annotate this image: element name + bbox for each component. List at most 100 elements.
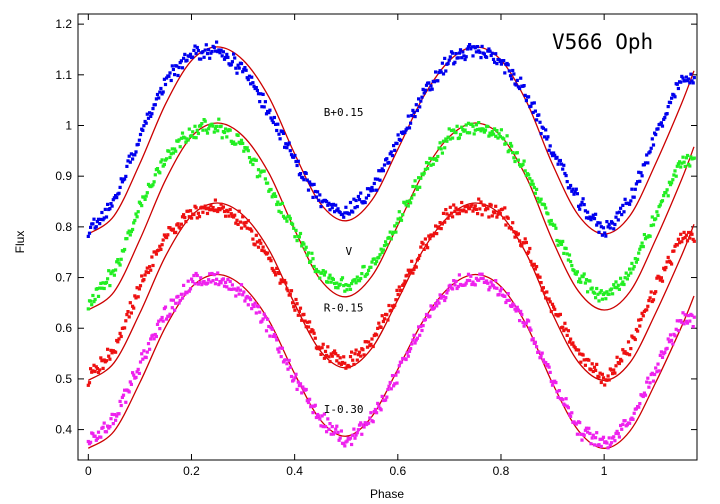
data-point <box>306 400 311 405</box>
data-point <box>326 345 330 349</box>
data-point <box>114 418 118 422</box>
data-point <box>93 297 97 302</box>
data-point <box>276 200 280 204</box>
data-point <box>583 281 587 285</box>
data-point <box>478 272 482 276</box>
data-point <box>149 268 153 272</box>
data-point <box>348 436 353 440</box>
data-point <box>173 147 177 151</box>
data-point <box>504 141 508 145</box>
data-point <box>417 325 421 329</box>
data-point <box>554 226 558 230</box>
data-point <box>659 276 663 280</box>
data-point <box>595 286 599 291</box>
data-point <box>590 436 594 440</box>
data-point <box>462 54 466 58</box>
data-point <box>473 128 477 132</box>
data-point <box>600 297 604 301</box>
data-point <box>334 203 338 207</box>
data-point <box>456 56 460 60</box>
data-point <box>192 48 196 52</box>
data-point <box>205 281 210 285</box>
data-point <box>691 325 695 329</box>
data-point <box>388 380 392 385</box>
data-point <box>603 383 607 387</box>
data-point <box>133 153 137 157</box>
data-point <box>564 174 568 178</box>
data-point <box>236 222 240 226</box>
data-point <box>628 421 632 425</box>
data-point <box>227 214 231 218</box>
data-point <box>247 296 252 300</box>
data-point <box>523 237 527 241</box>
data-point <box>376 401 380 405</box>
data-point <box>170 64 174 68</box>
data-point <box>106 202 110 206</box>
data-point <box>284 142 288 146</box>
data-point <box>487 215 491 219</box>
data-point <box>683 313 687 317</box>
data-point <box>262 249 266 253</box>
data-point <box>141 128 145 132</box>
data-point <box>254 311 258 315</box>
x-tick-label: 0 <box>85 464 92 478</box>
data-point <box>168 155 172 160</box>
data-point <box>210 50 214 54</box>
data-point <box>532 262 536 266</box>
data-point <box>309 259 313 263</box>
data-point <box>662 194 666 198</box>
data-point <box>619 206 623 210</box>
data-point <box>150 255 154 259</box>
data-point <box>348 355 353 359</box>
data-point <box>132 373 136 377</box>
data-point <box>357 350 362 354</box>
data-point <box>234 294 238 298</box>
data-point <box>515 305 519 309</box>
data-point <box>238 288 242 292</box>
data-point <box>377 404 381 408</box>
data-point <box>344 205 348 209</box>
data-point <box>632 265 636 269</box>
data-point <box>482 130 486 134</box>
data-point <box>465 204 469 208</box>
data-point <box>203 119 207 123</box>
data-point <box>564 327 568 331</box>
data-point <box>413 179 417 183</box>
data-point <box>233 287 237 291</box>
data-point <box>99 356 103 360</box>
data-point <box>241 293 245 297</box>
data-point <box>687 314 691 318</box>
data-point <box>338 356 342 360</box>
data-point <box>336 354 340 358</box>
data-point <box>169 298 173 302</box>
data-point <box>561 398 565 402</box>
data-point <box>464 123 468 127</box>
data-point <box>471 124 475 128</box>
data-point <box>256 168 261 172</box>
data-point <box>275 202 279 207</box>
data-point <box>640 174 644 178</box>
data-point <box>328 359 332 364</box>
data-point <box>291 222 295 226</box>
data-point <box>245 146 249 150</box>
band-label: R-0.15 <box>324 302 364 315</box>
data-point <box>106 347 110 351</box>
data-point <box>359 354 363 358</box>
data-point <box>542 135 547 139</box>
data-point <box>608 443 612 447</box>
data-point <box>586 290 590 294</box>
data-point <box>396 133 400 137</box>
data-point <box>424 83 429 87</box>
data-point <box>507 148 511 152</box>
data-point <box>91 222 95 226</box>
data-point <box>533 267 537 271</box>
data-point <box>443 220 447 224</box>
data-point <box>195 128 199 132</box>
data-point <box>679 232 683 236</box>
data-point <box>104 215 109 219</box>
data-point <box>304 171 308 175</box>
data-point <box>151 263 155 268</box>
data-point <box>205 131 210 135</box>
data-point <box>295 387 299 391</box>
data-point <box>232 215 236 219</box>
